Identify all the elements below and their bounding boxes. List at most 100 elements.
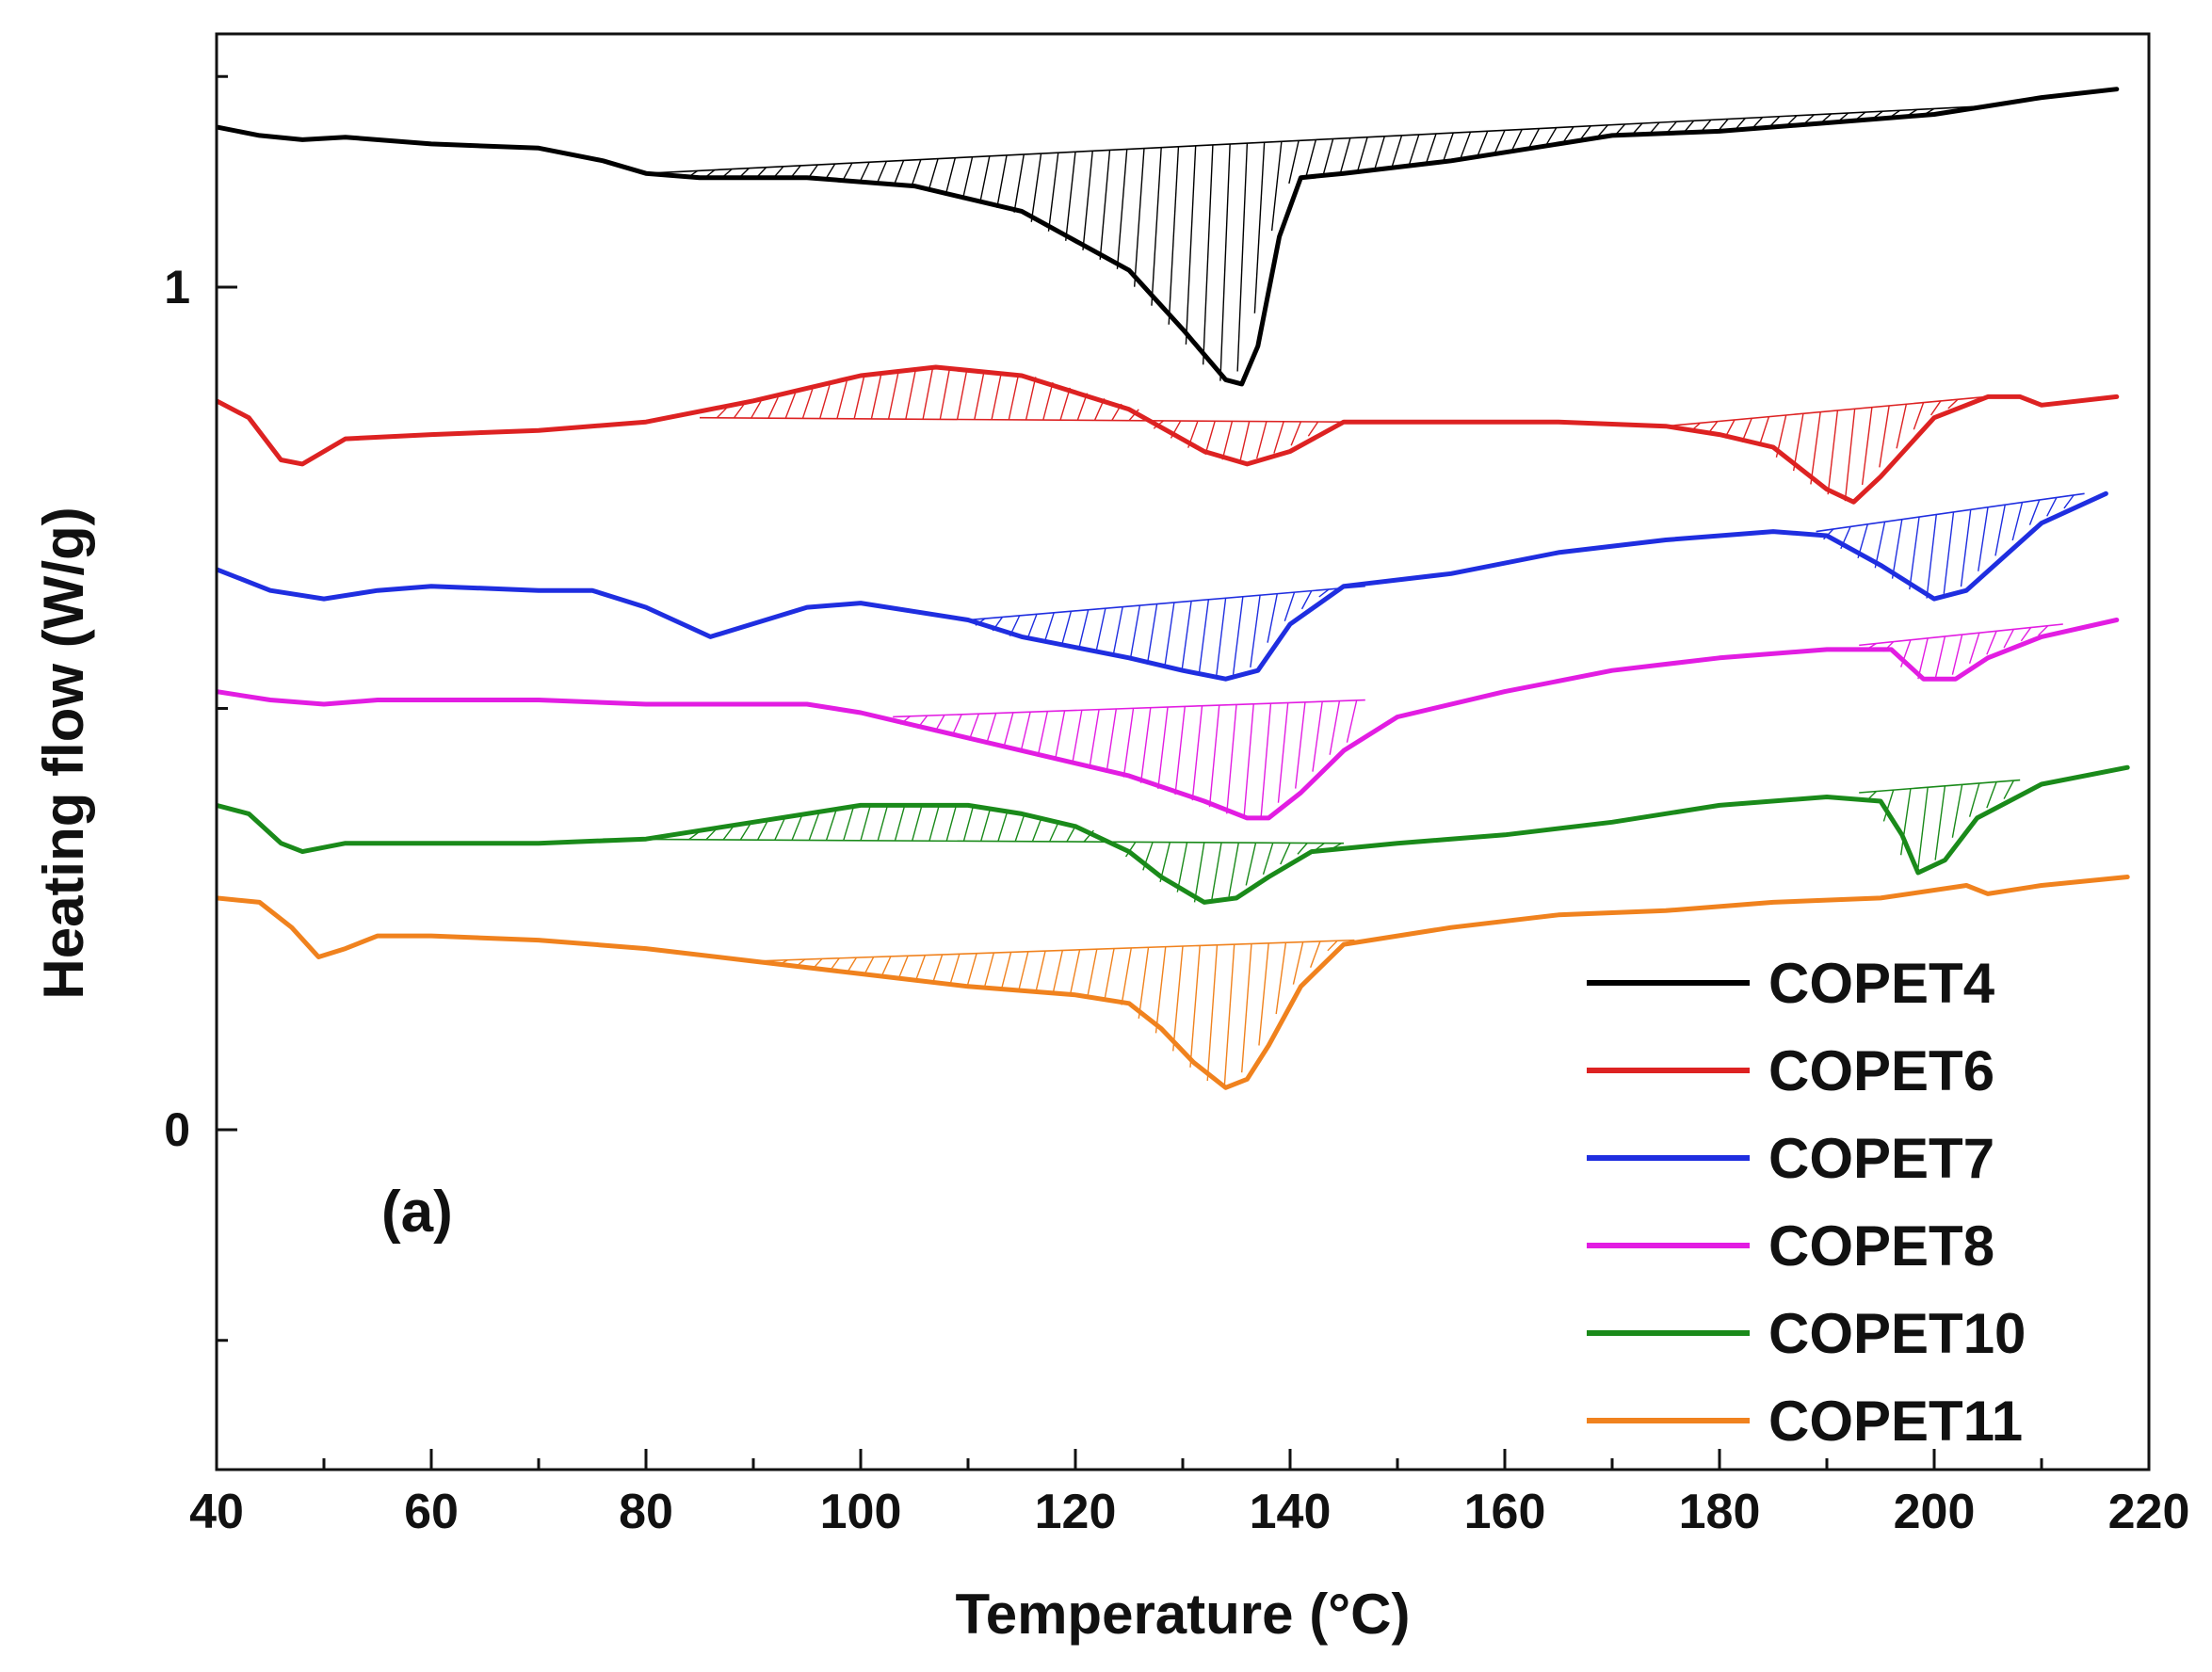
hatch-stroke [1134, 148, 1145, 287]
series-line [217, 875, 2130, 1090]
hatch-baseline [1665, 395, 1989, 427]
hatch-stroke [1288, 140, 1300, 185]
hatch-stroke [1968, 782, 1980, 817]
series-line [217, 618, 2120, 821]
hatch-stroke [939, 367, 951, 420]
hatch-stroke [1305, 139, 1317, 177]
hatch-stroke [1477, 131, 1489, 155]
hatch-stroke [1191, 705, 1203, 801]
peak-hatch-area [699, 367, 1345, 464]
hatch-stroke [716, 407, 727, 419]
hatch-stroke [870, 374, 882, 420]
hatch-stroke [1112, 606, 1123, 657]
hatch-stroke [991, 372, 1003, 420]
y-tick-label: 0 [164, 1103, 190, 1156]
hatch-stroke [784, 393, 797, 419]
hatch-stroke [705, 828, 717, 841]
hatch-stroke [1917, 787, 1929, 869]
hatch-stroke [1020, 712, 1031, 753]
hatch-stroke [1917, 637, 1929, 680]
hatch-stroke [1099, 150, 1111, 260]
hatch-stroke [1327, 940, 1338, 952]
hatch-stroke [1221, 421, 1234, 460]
hatch-stroke [1000, 952, 1012, 990]
x-tick-label: 60 [404, 1485, 459, 1539]
hatch-stroke [1106, 708, 1118, 773]
x-tick-label: 40 [189, 1485, 244, 1539]
series-copet8 [217, 618, 2120, 821]
hatch-stroke [1926, 514, 1937, 599]
hatch-stroke [1089, 709, 1100, 769]
hatch-stroke [1157, 706, 1169, 789]
hatch-stroke [1082, 151, 1093, 250]
hatch-stroke [1947, 398, 1959, 410]
hatch-stroke [1104, 948, 1115, 1002]
hatch-stroke [1290, 421, 1302, 446]
series-layer [217, 87, 2130, 1090]
hatch-stroke [1891, 519, 1903, 579]
hatch-stroke [1792, 413, 1804, 472]
hatch-stroke [1758, 416, 1770, 447]
hatch-stroke [1934, 635, 1946, 680]
series-copet6 [217, 364, 2120, 505]
hatch-stroke [1037, 711, 1049, 757]
hatch-stroke [1017, 951, 1029, 992]
hatch-stroke [2028, 499, 2041, 525]
hatch-stroke [880, 956, 892, 978]
y-axis-title: Heating flow (W/g) [32, 506, 95, 999]
hatch-stroke [1228, 842, 1239, 897]
hatch-stroke [1882, 789, 1895, 822]
hatch-stroke [1275, 942, 1287, 1015]
hatch-stroke [966, 953, 977, 988]
hatch-stroke [961, 156, 974, 201]
hatch-stroke [1223, 944, 1235, 1085]
hatch-stroke [1255, 421, 1267, 459]
hatch-stroke [1122, 708, 1135, 778]
hatch-stroke [1189, 945, 1201, 1068]
hatch-stroke [1204, 421, 1216, 456]
hatch-stroke [1043, 612, 1055, 644]
hatch-stroke [859, 161, 870, 184]
hatch-stroke [1129, 604, 1141, 661]
hatch-stroke [1176, 842, 1188, 892]
hatch-stroke [980, 807, 992, 842]
hatch-stroke [922, 368, 934, 420]
hatch-stroke [1138, 947, 1150, 1019]
hatch-stroke [1139, 707, 1152, 783]
hatch-stroke [791, 815, 802, 841]
hatch-stroke [1909, 516, 1920, 590]
hatch-stroke [968, 713, 980, 741]
hatch-stroke [843, 808, 854, 841]
hatch-stroke [1243, 703, 1254, 818]
series-copet7 [217, 490, 2108, 682]
hatch-baseline [752, 939, 1355, 962]
hatch-stroke [985, 713, 997, 746]
series-line [217, 490, 2108, 682]
hatch-stroke [1443, 132, 1454, 161]
hatch-stroke [1226, 704, 1237, 814]
hatch-stroke [2038, 625, 2049, 636]
hatch-stroke [877, 805, 889, 842]
hatch-stroke [1357, 137, 1368, 171]
hatch-stroke [1580, 125, 1591, 139]
hatch-stroke [1146, 603, 1158, 665]
hatch-stroke [1047, 153, 1059, 232]
hatch-stroke [1025, 377, 1037, 421]
hatch-stroke [1408, 134, 1420, 165]
hatch-stroke [1318, 588, 1330, 598]
hatch-stroke [1284, 591, 1296, 622]
hatch-stroke [1339, 137, 1351, 173]
peak-hatch-area [603, 805, 1345, 903]
hatch-stroke [751, 400, 762, 419]
hatch-stroke [767, 396, 779, 419]
legend-label: COPET4 [1768, 952, 1995, 1015]
hatch-stroke [894, 805, 906, 842]
x-tick-label: 100 [820, 1485, 902, 1539]
hatch-stroke [928, 158, 939, 192]
hatch-stroke [1718, 118, 1729, 132]
hatch-stroke [1181, 601, 1192, 673]
x-tick-label: 220 [2108, 1485, 2190, 1539]
hatch-stroke [1151, 147, 1162, 306]
hatch-baseline [893, 699, 1365, 718]
hatch-baseline [645, 104, 1989, 174]
